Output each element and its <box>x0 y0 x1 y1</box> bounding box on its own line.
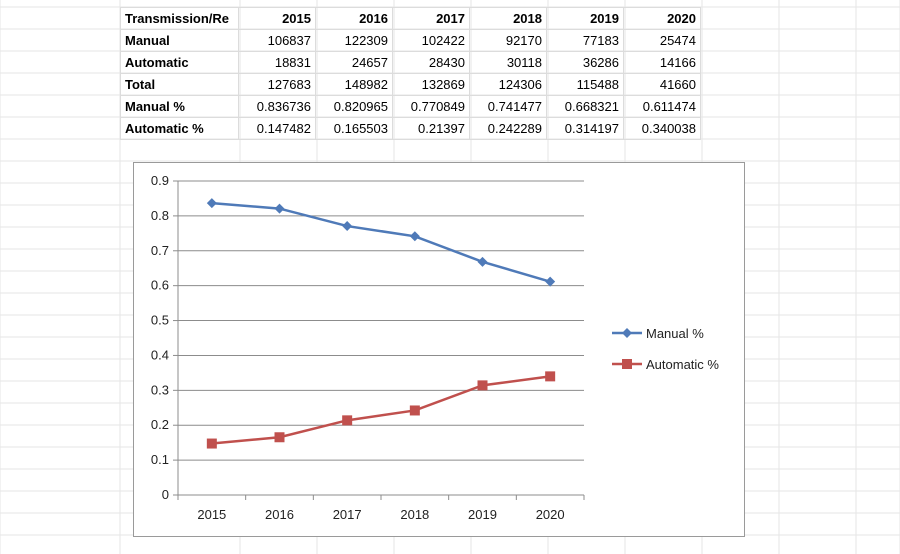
value-cell[interactable]: 77183 <box>546 29 624 52</box>
value-cell[interactable]: 92170 <box>469 29 547 52</box>
data-point <box>206 438 217 449</box>
legend-label: Manual % <box>646 326 704 341</box>
value-cell[interactable]: 30118 <box>469 51 547 74</box>
y-tick-label: 0 <box>162 487 169 502</box>
row-label-cell[interactable]: Automatic <box>120 51 239 74</box>
y-tick-label: 0.7 <box>151 243 169 258</box>
table-row: Transmission/Re 2015 2016 2017 2018 2019… <box>120 7 701 30</box>
x-tick-label: 2017 <box>333 507 362 522</box>
value-cell[interactable]: 115488 <box>546 73 624 96</box>
y-tick-label: 0.1 <box>151 452 169 467</box>
data-point <box>409 405 420 416</box>
value-cell[interactable]: 0.147482 <box>238 117 316 140</box>
row-label-cell[interactable]: Manual % <box>120 95 239 118</box>
x-tick-label: 2015 <box>197 507 226 522</box>
value-cell[interactable]: 0.836736 <box>238 95 316 118</box>
value-cell[interactable]: 25474 <box>623 29 701 52</box>
data-point <box>274 203 285 214</box>
value-cell[interactable]: 0.21397 <box>392 117 470 140</box>
y-tick-label: 0.8 <box>151 208 169 223</box>
value-cell[interactable]: 0.770849 <box>392 95 470 118</box>
table-row: Automatic 18831 24657 28430 30118 36286 … <box>120 51 701 74</box>
data-point <box>342 221 353 232</box>
value-cell[interactable]: 0.242289 <box>469 117 547 140</box>
value-cell[interactable]: 14166 <box>623 51 701 74</box>
data-point <box>274 432 285 443</box>
row-label-cell[interactable]: Total <box>120 73 239 96</box>
value-cell[interactable]: 28430 <box>392 51 470 74</box>
data-point <box>409 231 420 242</box>
y-tick-label: 0.4 <box>151 347 169 362</box>
year-cell[interactable]: 2019 <box>546 7 624 30</box>
year-cell[interactable]: 2016 <box>315 7 393 30</box>
value-cell[interactable]: 148982 <box>315 73 393 96</box>
data-point <box>342 415 353 426</box>
value-cell[interactable]: 106837 <box>238 29 316 52</box>
value-cell[interactable]: 41660 <box>623 73 701 96</box>
data-point <box>477 380 488 391</box>
row-label-cell[interactable]: Automatic % <box>120 117 239 140</box>
year-cell[interactable]: 2015 <box>238 7 316 30</box>
y-tick-label: 0.9 <box>151 173 169 188</box>
data-point <box>477 256 488 267</box>
table-row: Total 127683 148982 132869 124306 115488… <box>120 73 701 96</box>
legend-label: Automatic % <box>646 357 719 372</box>
y-tick-label: 0.6 <box>151 278 169 293</box>
value-cell[interactable]: 0.820965 <box>315 95 393 118</box>
value-cell[interactable]: 0.611474 <box>623 95 701 118</box>
chart-plot: 0 0.1 0.2 0.3 0.4 0.5 0.6 0.7 0.8 0.9 2015 2016 2017… <box>151 173 719 522</box>
value-cell[interactable]: 24657 <box>315 51 393 74</box>
value-cell[interactable]: 0.340038 <box>623 117 701 140</box>
data-point <box>206 198 217 209</box>
year-cell[interactable]: 2018 <box>469 7 547 30</box>
header-cell[interactable]: Transmission/Re <box>120 7 239 30</box>
year-cell[interactable]: 2017 <box>392 7 470 30</box>
value-cell[interactable]: 0.741477 <box>469 95 547 118</box>
value-cell[interactable]: 127683 <box>238 73 316 96</box>
value-cell[interactable]: 102422 <box>392 29 470 52</box>
legend-marker <box>622 328 632 338</box>
year-cell[interactable]: 2020 <box>623 7 701 30</box>
value-cell[interactable]: 36286 <box>546 51 624 74</box>
x-tick-label: 2016 <box>265 507 294 522</box>
row-label-cell[interactable]: Manual <box>120 29 239 52</box>
table-row: Automatic % 0.147482 0.165503 0.21397 0.… <box>120 117 701 140</box>
series-line <box>211 201 551 283</box>
data-point <box>545 276 556 287</box>
value-cell[interactable]: 18831 <box>238 51 316 74</box>
value-cell[interactable]: 0.314197 <box>546 117 624 140</box>
value-cell[interactable]: 0.165503 <box>315 117 393 140</box>
value-cell[interactable]: 124306 <box>469 73 547 96</box>
data-table: Transmission/Re 2015 2016 2017 2018 2019… <box>120 7 701 140</box>
x-tick-label: 2018 <box>400 507 429 522</box>
value-cell[interactable]: 0.668321 <box>546 95 624 118</box>
series-line <box>211 375 551 445</box>
table-row: Manual % 0.836736 0.820965 0.770849 0.74… <box>120 95 701 118</box>
x-tick-label: 2019 <box>468 507 497 522</box>
y-tick-label: 0.2 <box>151 417 169 432</box>
value-cell[interactable]: 122309 <box>315 29 393 52</box>
line-chart[interactable]: 0 0.1 0.2 0.3 0.4 0.5 0.6 0.7 0.8 0.9 2015 2016 2017… <box>133 162 745 537</box>
x-tick-label: 2020 <box>536 507 565 522</box>
data-point <box>545 371 556 382</box>
table-row: Manual 106837 122309 102422 92170 77183 … <box>120 29 701 52</box>
y-tick-label: 0.5 <box>151 313 169 328</box>
value-cell[interactable]: 132869 <box>392 73 470 96</box>
legend-marker <box>622 359 632 369</box>
y-tick-label: 0.3 <box>151 382 169 397</box>
